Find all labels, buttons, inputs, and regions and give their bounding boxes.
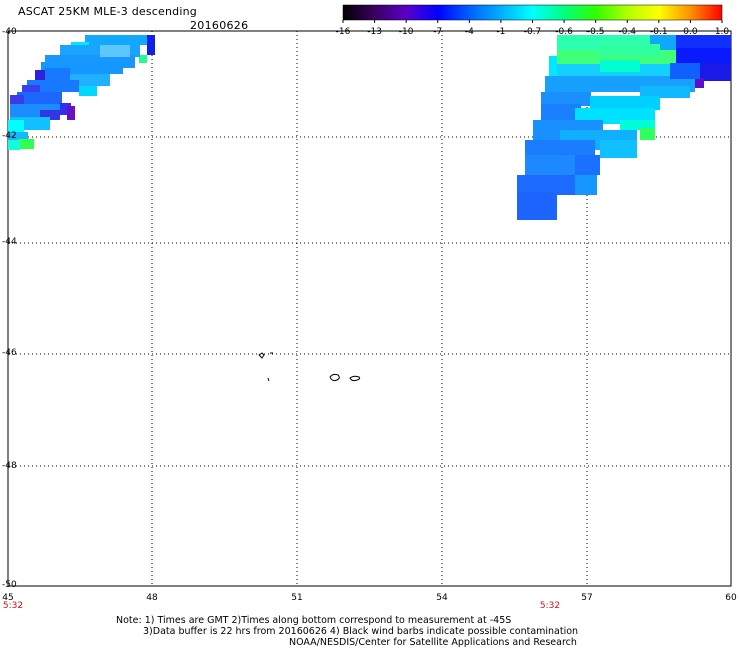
colorbar-tick-label: 0.0 — [683, 27, 698, 37]
colorbar-tick-label: -0.7 — [523, 27, 542, 37]
lat-label: -50 — [2, 580, 17, 590]
colorbar-tick-label: -0.6 — [555, 27, 573, 37]
lat-label: -42 — [2, 131, 17, 141]
footnote-line-1: Note: 1) Times are GMT 2)Times along bot… — [116, 615, 512, 626]
lat-label: -40 — [2, 27, 17, 37]
colorbar-tick-label: -7 — [433, 27, 443, 37]
colorbar-tick-label: -13 — [367, 27, 382, 37]
colorbar-tick-label: -10 — [398, 27, 414, 37]
lon-label: 51 — [291, 593, 303, 603]
plot-frame — [7, 30, 732, 587]
chart-date: 20160626 — [190, 19, 249, 32]
lon-label: 60 — [725, 593, 737, 603]
island-outline — [258, 352, 265, 359]
lon-label: 45 — [2, 593, 14, 603]
colorbar-tick-label: -0.4 — [618, 27, 637, 37]
lon-label: 57 — [581, 593, 593, 603]
colorbar-tick-label: -1 — [496, 27, 506, 37]
island-outline — [267, 377, 270, 382]
swath-left — [8, 35, 155, 150]
lat-label: -44 — [2, 237, 17, 247]
colorbar-gradient — [342, 4, 723, 21]
footnote-line-3: NOAA/NESDIS/Center for Satellite Applica… — [289, 637, 577, 648]
island-outline — [349, 375, 361, 382]
time-label: 5:32 — [2, 601, 24, 611]
islands — [258, 352, 361, 382]
swath-right — [517, 35, 731, 220]
lat-label: -48 — [2, 461, 17, 471]
footnote-line-2: 3)Data buffer is 22 hrs from 20160626 4)… — [143, 626, 579, 637]
colorbar-tick-label: -4 — [464, 27, 474, 37]
lon-label: 54 — [436, 593, 448, 603]
lat-label: -46 — [2, 348, 17, 358]
chart-title: ASCAT 25KM MLE-3 descending — [18, 5, 197, 18]
time-label: 5:32 — [539, 601, 561, 611]
colorbar-tick-label: -0.5 — [586, 27, 605, 37]
colorbar-tick-label: -0.1 — [650, 27, 668, 37]
lon-label: 48 — [146, 593, 158, 603]
colorbar-tick-label: 1.0 — [714, 27, 730, 37]
colorbar — [342, 4, 723, 23]
colorbar-tick-label: -16 — [335, 27, 351, 37]
island-outline — [329, 373, 340, 382]
